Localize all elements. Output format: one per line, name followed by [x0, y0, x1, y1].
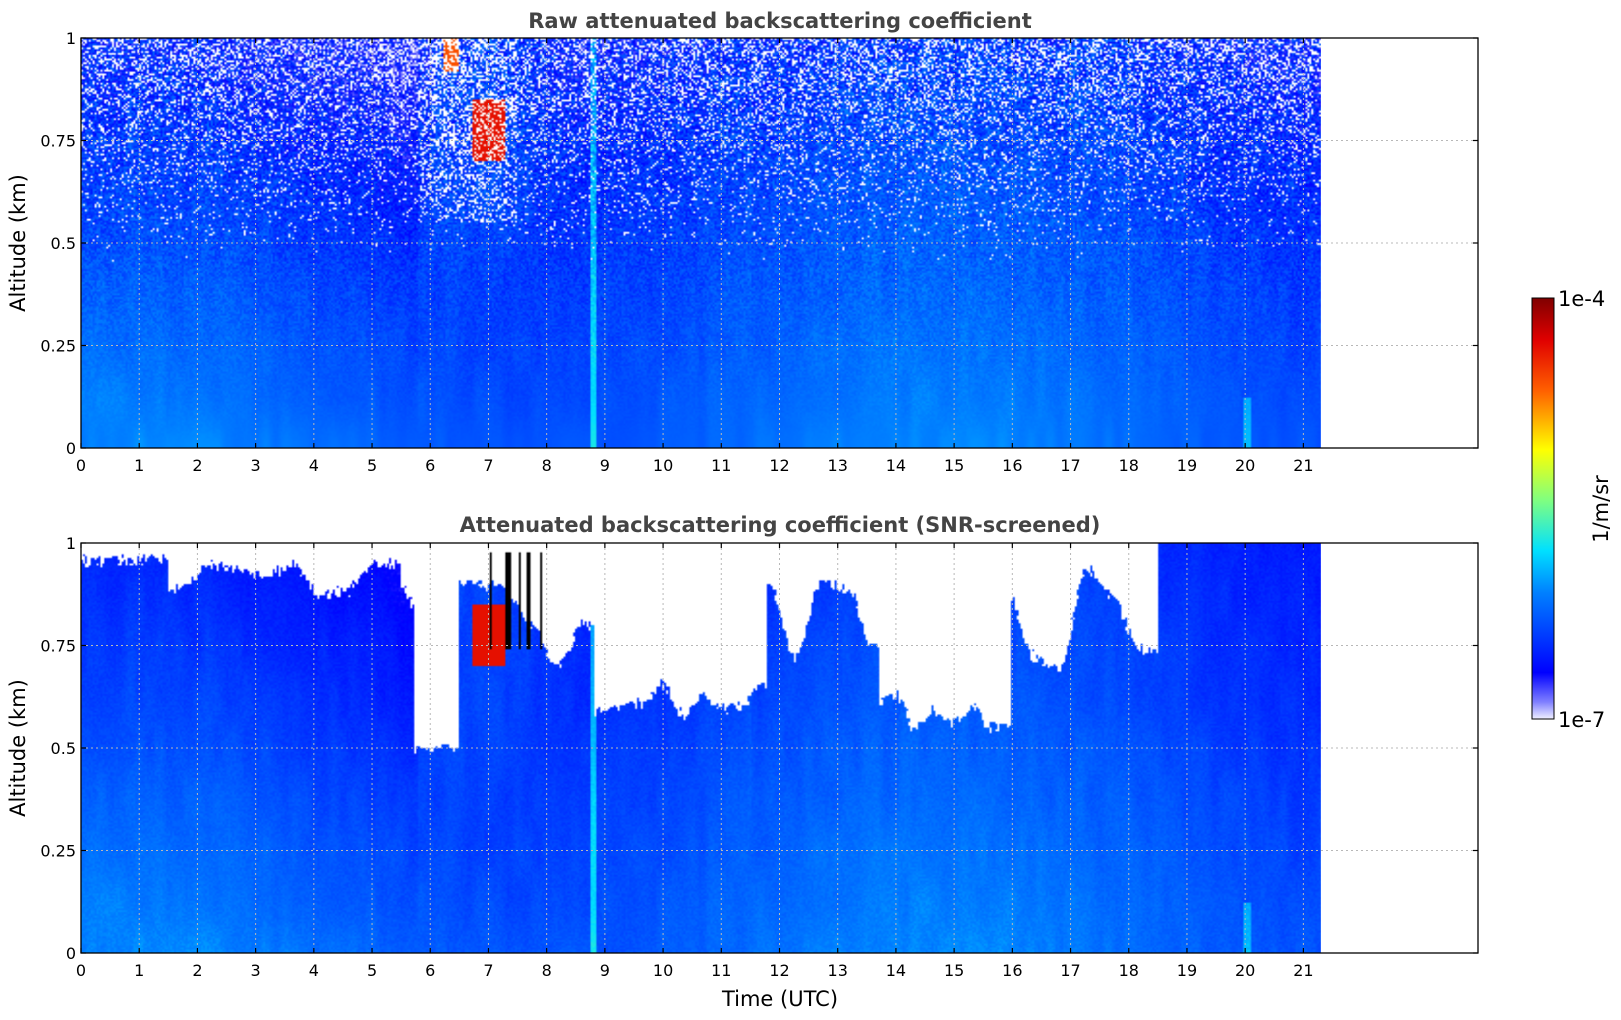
x-tick-label: 11: [711, 456, 731, 475]
x-tick-label: 8: [542, 456, 552, 475]
colorbar-unit-label: 1/m/sr: [1589, 475, 1613, 543]
x-tick-label: 17: [1060, 456, 1080, 475]
x-tick-label: 16: [1002, 961, 1022, 980]
x-tick-label: 21: [1293, 961, 1313, 980]
x-tick-label: 18: [1119, 456, 1139, 475]
panel-title: Raw attenuated backscattering coefficien…: [528, 9, 1032, 33]
y-tick-label: 0.75: [40, 132, 76, 151]
x-tick-label: 7: [483, 961, 493, 980]
x-tick-label: 4: [309, 961, 319, 980]
x-tick-label: 12: [769, 961, 789, 980]
x-tick-label: 8: [542, 961, 552, 980]
x-tick-label: 0: [76, 961, 86, 980]
x-tick-label: 13: [828, 961, 848, 980]
y-tick-label: 0.5: [51, 739, 76, 758]
x-tick-label: 19: [1177, 456, 1197, 475]
grid: [80, 543, 1478, 953]
y-ticks: 0 0.25 0.5 0.75 1: [40, 29, 1478, 458]
y-tick-label: 0.5: [51, 234, 76, 253]
y-tick-label: 0: [66, 439, 76, 458]
x-tick-label: 4: [309, 456, 319, 475]
y-tick-label: 0: [66, 944, 76, 963]
y-tick-label: 1: [66, 534, 76, 553]
x-tick-label: 15: [944, 456, 964, 475]
colorbar-min-label: 1e-7: [1558, 708, 1605, 732]
y-axis-label: Altitude (km): [6, 679, 30, 817]
x-tick-label: 6: [425, 456, 435, 475]
x-ticks: 0 1 2 3 4 5 6 7 8 9 10 11 12 13 14 15 16 17 18 19 20 21: [76, 543, 1314, 980]
x-tick-label: 2: [192, 456, 202, 475]
x-tick-label: 3: [251, 456, 261, 475]
x-tick-label: 10: [653, 456, 673, 475]
x-tick-label: 20: [1235, 456, 1255, 475]
x-tick-label: 18: [1119, 961, 1139, 980]
x-tick-label: 7: [483, 456, 493, 475]
x-tick-label: 9: [600, 961, 610, 980]
x-tick-label: 1: [134, 961, 144, 980]
x-ticks: 0 1 2 3 4 5 6 7 8 9 10 11 12 13 14 15 16 17 18 19 20 21: [76, 38, 1314, 475]
x-tick-label: 13: [828, 456, 848, 475]
x-tick-label: 2: [192, 961, 202, 980]
x-tick-label: 11: [711, 961, 731, 980]
y-ticks: 0 0.25 0.5 0.75 1: [40, 534, 1478, 963]
x-tick-label: 9: [600, 456, 610, 475]
x-tick-label: 20: [1235, 961, 1255, 980]
x-tick-label: 6: [425, 961, 435, 980]
y-tick-label: 0.25: [40, 842, 76, 861]
colorbar-max-label: 1e-4: [1558, 287, 1605, 311]
panel-screened: Attenuated backscattering coefficient (S…: [6, 513, 1479, 1011]
x-tick-label: 14: [886, 456, 906, 475]
x-tick-label: 0: [76, 456, 86, 475]
x-tick-label: 5: [367, 456, 377, 475]
y-tick-label: 0.25: [40, 337, 76, 356]
colorbar: 1e-4 1e-7 1/m/sr: [1531, 287, 1613, 732]
colorbar-bar: [1531, 297, 1555, 720]
x-tick-label: 19: [1177, 961, 1197, 980]
x-tick-label: 14: [886, 961, 906, 980]
panel-title: Attenuated backscattering coefficient (S…: [460, 513, 1101, 537]
x-tick-label: 5: [367, 961, 377, 980]
x-tick-label: 12: [769, 456, 789, 475]
grid: [80, 38, 1478, 448]
x-axis-label: Time (UTC): [721, 987, 838, 1011]
y-tick-label: 0.75: [40, 637, 76, 656]
panel-raw: Raw attenuated backscattering coefficien…: [6, 9, 1479, 475]
x-tick-label: 3: [251, 961, 261, 980]
x-tick-label: 1: [134, 456, 144, 475]
x-tick-label: 21: [1293, 456, 1313, 475]
y-tick-label: 1: [66, 29, 76, 48]
y-axis-label: Altitude (km): [6, 174, 30, 312]
x-tick-label: 16: [1002, 456, 1022, 475]
x-tick-label: 17: [1060, 961, 1080, 980]
x-tick-label: 10: [653, 961, 673, 980]
x-tick-label: 15: [944, 961, 964, 980]
